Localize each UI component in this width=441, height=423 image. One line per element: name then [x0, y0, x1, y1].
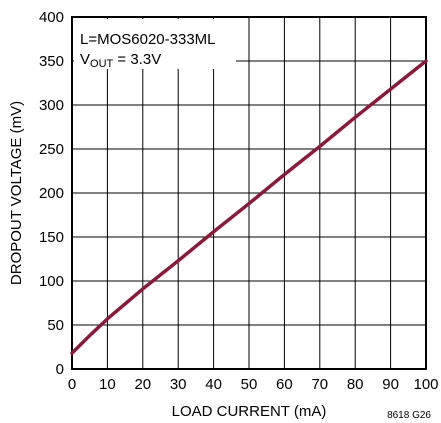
- annotation-box: L=MOS6020-333ML VOUT = 3.3V: [74, 19, 236, 70]
- y-tick-label-300: 300: [39, 97, 64, 114]
- x-tick-label-80: 80: [347, 376, 364, 393]
- y-tick-label-400: 400: [39, 9, 64, 26]
- y-axis-label: DROPOUT VOLTAGE (mV): [8, 101, 25, 285]
- x-tick-label-30: 30: [170, 376, 187, 393]
- y-tick-label-350: 350: [39, 53, 64, 70]
- grid: [71, 16, 427, 370]
- x-tick-labels: 0 10 20 30 40 50 60 70 80 90 100: [68, 376, 439, 393]
- plot-frame: [71, 16, 427, 370]
- y-tick-label-150: 150: [39, 229, 64, 246]
- annotation-background: [74, 19, 236, 69]
- x-tick-label-0: 0: [68, 376, 76, 393]
- x-tick-label-10: 10: [99, 376, 116, 393]
- x-tick-label-50: 50: [241, 376, 258, 393]
- x-tick-label-20: 20: [134, 376, 151, 393]
- y-tick-labels: 0 50 100 150 200 250 300 350 400: [39, 9, 64, 378]
- x-tick-label-40: 40: [205, 376, 222, 393]
- x-axis-label: LOAD CURRENT (mA): [172, 403, 327, 420]
- series-line-0: [70, 59, 428, 355]
- annotation-inductor: L=MOS6020-333ML: [80, 31, 216, 48]
- figure-id: 8618 G26: [387, 410, 431, 421]
- series-layer: [70, 59, 428, 355]
- y-tick-label-100: 100: [39, 273, 64, 290]
- x-tick-label-90: 90: [382, 376, 399, 393]
- annotation-vout-value: = 3.3V: [113, 51, 161, 68]
- annotation-vout: VOUT = 3.3V: [80, 51, 161, 70]
- x-tick-label-100: 100: [413, 376, 438, 393]
- x-tick-label-70: 70: [311, 376, 328, 393]
- x-tick-label-60: 60: [276, 376, 293, 393]
- annotation-vout-sub: OUT: [90, 58, 114, 70]
- plot-border: [71, 16, 427, 370]
- y-tick-label-50: 50: [47, 317, 64, 334]
- y-tick-label-200: 200: [39, 185, 64, 202]
- y-tick-label-250: 250: [39, 141, 64, 158]
- y-tick-label-0: 0: [56, 361, 64, 378]
- annotation-vout-v: V: [80, 51, 90, 68]
